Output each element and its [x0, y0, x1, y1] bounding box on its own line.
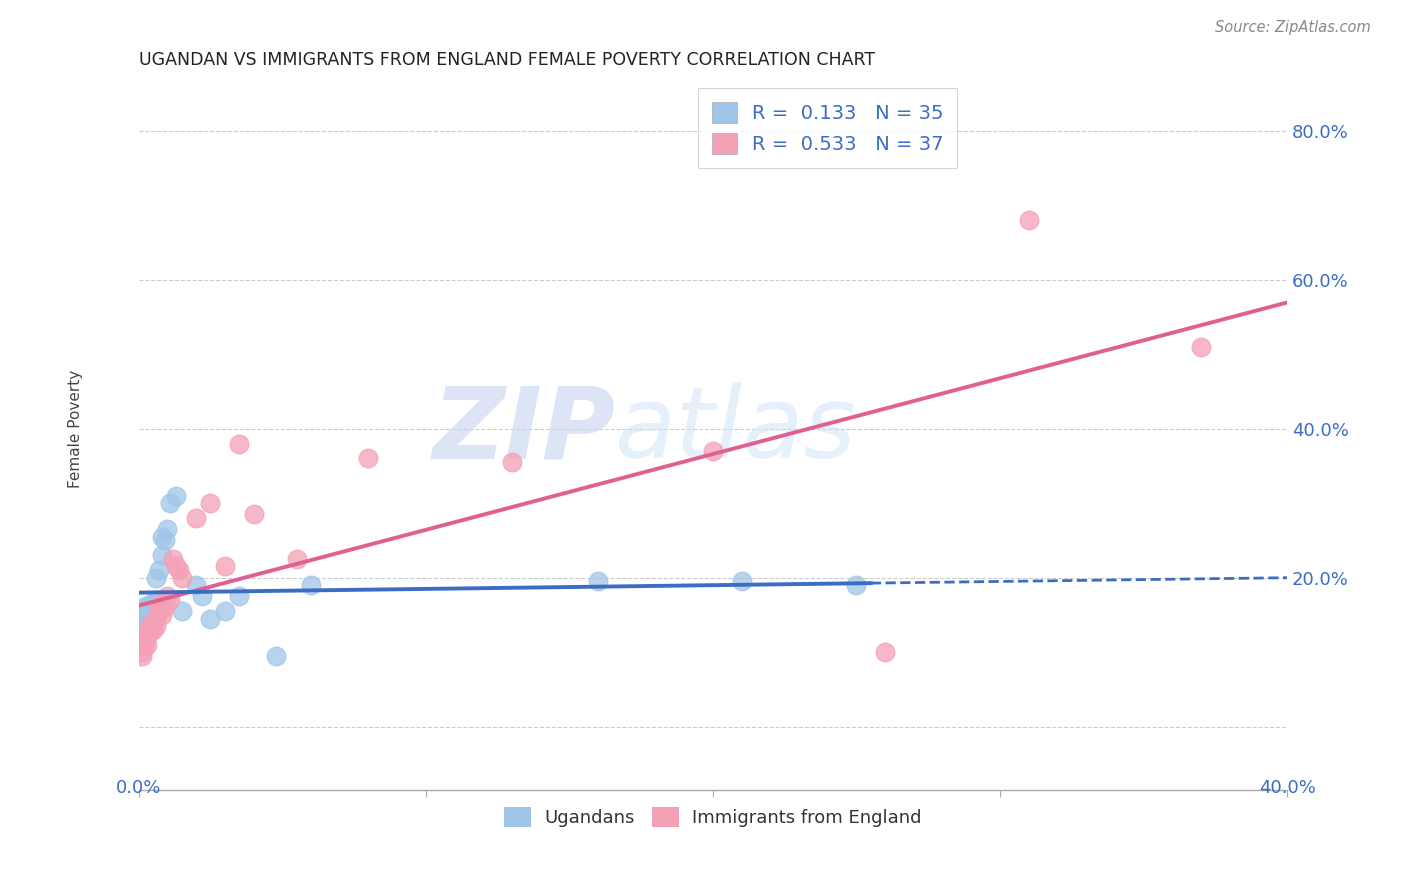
- Point: [501, 455, 523, 469]
- Point: [134, 634, 156, 648]
- Point: [145, 593, 167, 607]
- Point: [1189, 340, 1212, 354]
- Point: [200, 496, 222, 510]
- Point: [142, 615, 165, 630]
- Point: [167, 563, 190, 577]
- Text: UGANDAN VS IMMIGRANTS FROM ENGLAND FEMALE POVERTY CORRELATION CHART: UGANDAN VS IMMIGRANTS FROM ENGLAND FEMAL…: [139, 51, 875, 69]
- Point: [148, 600, 170, 615]
- Point: [145, 611, 167, 625]
- Point: [139, 623, 162, 637]
- Text: ZIP: ZIP: [432, 382, 616, 479]
- Point: [139, 597, 162, 611]
- Point: [191, 589, 214, 603]
- Point: [586, 574, 609, 589]
- Point: [134, 630, 156, 644]
- Point: [1018, 213, 1040, 227]
- Point: [200, 611, 222, 625]
- Text: Source: ZipAtlas.com: Source: ZipAtlas.com: [1215, 20, 1371, 35]
- Text: 0.0%: 0.0%: [115, 779, 162, 797]
- Point: [285, 552, 308, 566]
- Point: [153, 533, 176, 548]
- Point: [214, 604, 236, 618]
- Point: [142, 623, 165, 637]
- Point: [134, 611, 156, 625]
- Text: 40.0%: 40.0%: [1258, 779, 1316, 797]
- Point: [184, 578, 207, 592]
- Point: [214, 559, 236, 574]
- Point: [131, 645, 153, 659]
- Point: [136, 600, 159, 615]
- Point: [145, 619, 167, 633]
- Point: [162, 552, 184, 566]
- Point: [134, 638, 156, 652]
- Point: [148, 563, 170, 577]
- Point: [142, 611, 165, 625]
- Point: [357, 451, 380, 466]
- Point: [153, 600, 176, 615]
- Point: [702, 444, 724, 458]
- Point: [136, 607, 159, 622]
- Point: [242, 508, 264, 522]
- Point: [136, 626, 159, 640]
- Point: [156, 589, 179, 603]
- Text: atlas: atlas: [616, 382, 856, 479]
- Point: [150, 607, 173, 622]
- Point: [165, 489, 187, 503]
- Point: [142, 600, 165, 615]
- Point: [228, 436, 250, 450]
- Point: [134, 600, 156, 615]
- Point: [165, 559, 187, 574]
- Point: [156, 522, 179, 536]
- Point: [845, 578, 868, 592]
- Point: [145, 604, 167, 618]
- Point: [150, 549, 173, 563]
- Point: [170, 604, 193, 618]
- Text: Female Poverty: Female Poverty: [67, 369, 83, 488]
- Point: [134, 604, 156, 618]
- Point: [730, 574, 752, 589]
- Point: [139, 619, 162, 633]
- Point: [142, 597, 165, 611]
- Legend: Ugandans, Immigrants from England: Ugandans, Immigrants from England: [496, 800, 929, 834]
- Point: [299, 578, 322, 592]
- Point: [145, 571, 167, 585]
- Point: [131, 623, 153, 637]
- Point: [136, 604, 159, 618]
- Point: [159, 593, 181, 607]
- Point: [159, 496, 181, 510]
- Point: [228, 589, 250, 603]
- Point: [170, 571, 193, 585]
- Point: [136, 604, 159, 618]
- Point: [136, 638, 159, 652]
- Point: [266, 648, 288, 663]
- Point: [136, 630, 159, 644]
- Point: [131, 607, 153, 622]
- Point: [150, 597, 173, 611]
- Point: [148, 604, 170, 618]
- Point: [150, 530, 173, 544]
- Point: [131, 648, 153, 663]
- Point: [139, 611, 162, 625]
- Point: [875, 645, 897, 659]
- Point: [184, 511, 207, 525]
